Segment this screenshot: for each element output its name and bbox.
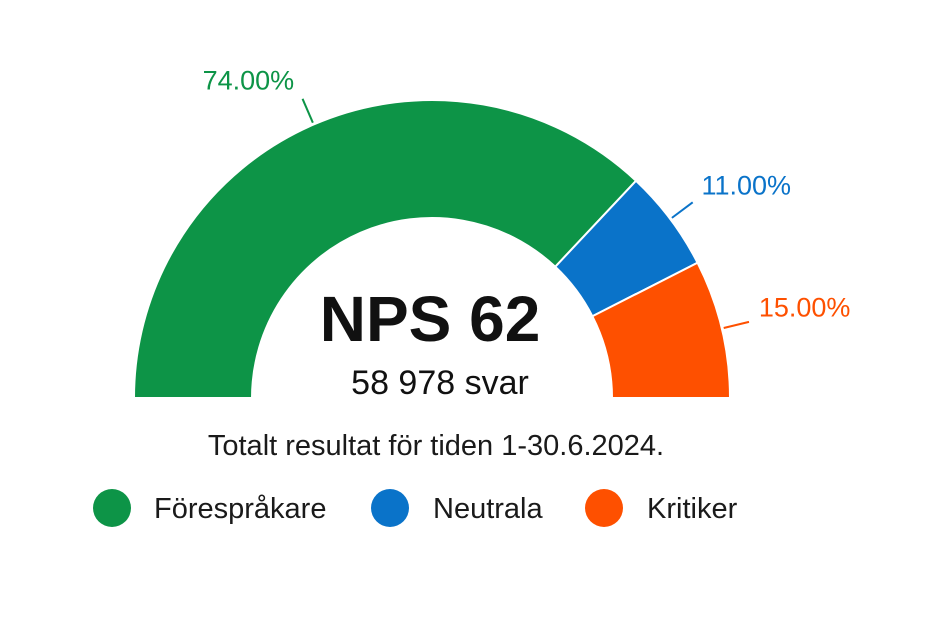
response-count: 58 978 svar [351,364,529,402]
legend-marker-critics [585,489,623,527]
leader-promoters [301,98,314,124]
legend: Förespråkare Neutrala Kritiker [93,489,738,527]
legend-marker-promoters [93,489,131,527]
label-promoters: 74.00% [203,65,295,95]
legend-label-promoters: Förespråkare [154,493,326,525]
leader-critics [723,320,750,329]
leader-neutral [671,201,694,219]
period-caption: Totalt resultat för tiden 1-30.6.2024. [208,430,664,462]
segment-promoters [132,99,638,399]
segment-critics [591,261,732,399]
label-leader-lines [301,98,750,329]
gauge-segments [132,99,732,399]
legend-marker-neutral [371,489,409,527]
percentage-labels: 74.00% 11.00% 15.00% [203,65,851,322]
legend-label-neutral: Neutrala [433,493,543,525]
nps-score-title: NPS 62 [320,283,541,355]
legend-label-critics: Kritiker [647,493,738,525]
label-critics: 15.00% [759,292,851,322]
label-neutral: 11.00% [701,171,791,201]
